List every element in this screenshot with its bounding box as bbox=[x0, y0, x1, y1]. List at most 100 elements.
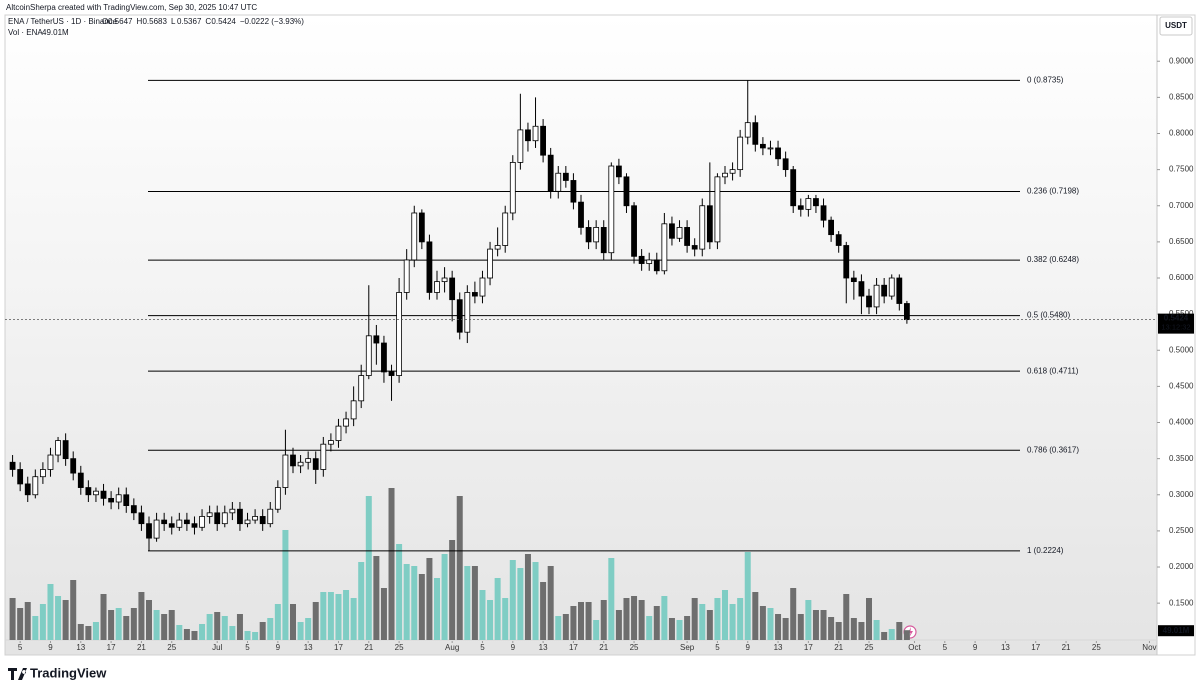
volume-bar bbox=[274, 604, 281, 640]
y-tick-label: 0.6000 bbox=[1169, 273, 1194, 282]
volume-bar bbox=[380, 588, 387, 640]
volume-bar bbox=[866, 598, 872, 640]
volume-bar bbox=[835, 622, 842, 640]
candle-body bbox=[93, 490, 99, 496]
x-tick-label: 25 bbox=[167, 643, 176, 652]
candle-body bbox=[206, 512, 213, 517]
volume-bar bbox=[722, 590, 728, 640]
volume-bar bbox=[638, 600, 645, 640]
candle-body bbox=[327, 440, 334, 445]
volume-bar bbox=[17, 608, 24, 640]
volume-bar bbox=[130, 608, 137, 640]
x-tick-label: 9 bbox=[511, 643, 516, 652]
x-tick-label: 9 bbox=[746, 643, 751, 652]
volume-bar bbox=[532, 562, 539, 640]
candle-body bbox=[699, 205, 706, 250]
ohlc-key: L bbox=[171, 17, 176, 26]
candle-body bbox=[737, 136, 744, 171]
x-tick-label: 25 bbox=[630, 643, 639, 652]
candle-body bbox=[434, 281, 440, 293]
volume-bar bbox=[479, 590, 486, 640]
candle-body bbox=[161, 519, 168, 525]
x-tick-label: 17 bbox=[334, 643, 343, 652]
ohlc-value: 0.5647 bbox=[108, 17, 133, 26]
x-tick-label: 5 bbox=[245, 643, 250, 652]
candle-body bbox=[115, 494, 122, 503]
volume-bar bbox=[608, 558, 615, 640]
candle-body bbox=[608, 165, 615, 254]
volume-bar bbox=[691, 598, 698, 640]
fib-label: 0.786 (0.3617) bbox=[1027, 445, 1079, 454]
candle-body bbox=[259, 516, 266, 525]
volume-bar bbox=[138, 592, 145, 640]
candle-body bbox=[373, 335, 380, 344]
candle-body bbox=[47, 454, 54, 470]
candle-body bbox=[471, 292, 478, 297]
volume-bar bbox=[305, 618, 312, 640]
volume-bar bbox=[441, 554, 448, 640]
candle-body bbox=[813, 198, 819, 207]
candle-body bbox=[214, 512, 221, 525]
y-tick-label: 0.2500 bbox=[1169, 526, 1194, 535]
volume-bar bbox=[471, 566, 478, 640]
volume-bar bbox=[176, 625, 183, 640]
volume-bar bbox=[790, 588, 797, 640]
volume-bar bbox=[873, 620, 880, 640]
candle-body bbox=[881, 284, 888, 297]
candle-body bbox=[759, 143, 766, 149]
volume-bar bbox=[62, 600, 69, 640]
candle-body bbox=[502, 212, 509, 246]
volume-bar bbox=[464, 566, 471, 640]
candle-body bbox=[835, 234, 842, 246]
volume-bar bbox=[403, 564, 410, 640]
candle-body bbox=[267, 508, 274, 525]
volume-bar bbox=[797, 614, 804, 640]
candle-body bbox=[797, 205, 804, 210]
candle-body bbox=[426, 241, 433, 293]
candle-body bbox=[244, 519, 251, 525]
volume-bar bbox=[631, 596, 638, 640]
x-tick-label: 13 bbox=[76, 643, 85, 652]
volume-bar bbox=[585, 602, 592, 640]
volume-bar bbox=[502, 598, 509, 640]
candle-body bbox=[320, 443, 327, 470]
volume-bar bbox=[418, 574, 425, 640]
candle-body bbox=[381, 342, 387, 373]
brand: TradingView bbox=[8, 665, 107, 680]
candle-body bbox=[100, 490, 107, 499]
candle-body bbox=[282, 454, 289, 488]
candle-body bbox=[684, 227, 691, 246]
volume-bar bbox=[623, 598, 630, 640]
y-axis-label: USDT bbox=[1165, 21, 1187, 30]
candle-body bbox=[638, 255, 645, 264]
volume-bar bbox=[146, 600, 152, 640]
candle-body bbox=[578, 201, 584, 228]
x-tick-label: Jul bbox=[212, 643, 222, 652]
volume-bar bbox=[161, 614, 168, 640]
volume-bar bbox=[358, 562, 365, 640]
candle-body bbox=[782, 158, 789, 171]
candle-body bbox=[866, 295, 872, 308]
candle-body bbox=[146, 523, 152, 539]
volume-bar bbox=[434, 578, 440, 640]
candle-body bbox=[850, 277, 857, 283]
volume-bar bbox=[782, 618, 789, 640]
volume-bar bbox=[449, 540, 456, 640]
candle-body bbox=[903, 303, 910, 321]
candle-body bbox=[39, 469, 46, 478]
ohlc-value: 0.5683 bbox=[142, 17, 167, 26]
ohlc-key: H bbox=[136, 17, 142, 26]
volume-name: Vol · ENA bbox=[8, 28, 43, 37]
volume-bar bbox=[684, 616, 691, 640]
candle-body bbox=[858, 281, 865, 297]
symbol: ENA / TetherUS · 1D · Binance bbox=[8, 17, 118, 26]
candle-body bbox=[464, 292, 471, 333]
x-tick-label: 25 bbox=[1092, 643, 1101, 652]
candle-body bbox=[540, 125, 547, 156]
candle-body bbox=[55, 440, 61, 456]
volume-bar bbox=[92, 622, 99, 640]
y-tick-label: 0.4000 bbox=[1169, 418, 1194, 427]
fib-label: 0.236 (0.7198) bbox=[1027, 187, 1079, 196]
volume-bar bbox=[524, 554, 531, 640]
y-tick-label: 0.7000 bbox=[1169, 201, 1194, 210]
